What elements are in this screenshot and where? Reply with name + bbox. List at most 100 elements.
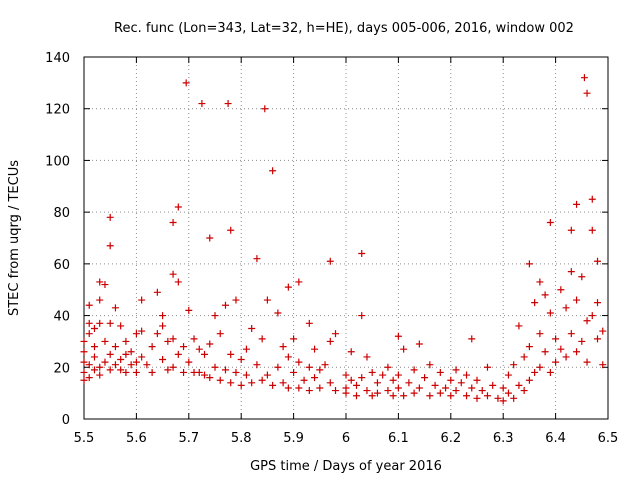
data-point bbox=[138, 327, 146, 335]
data-point bbox=[127, 361, 135, 369]
data-point bbox=[400, 345, 408, 353]
data-point bbox=[132, 330, 140, 338]
data-point bbox=[90, 366, 98, 374]
x-tick-label: 6.4 bbox=[545, 431, 566, 446]
data-point bbox=[583, 89, 591, 97]
data-point bbox=[478, 387, 486, 395]
y-tick-label: 0 bbox=[62, 413, 70, 428]
data-point bbox=[368, 392, 376, 400]
data-point bbox=[588, 226, 596, 234]
data-point bbox=[583, 317, 591, 325]
data-point bbox=[599, 327, 607, 335]
data-point bbox=[525, 343, 533, 351]
data-point bbox=[148, 368, 156, 376]
data-point bbox=[389, 392, 397, 400]
data-point bbox=[468, 384, 476, 392]
data-point bbox=[138, 353, 146, 361]
data-point bbox=[504, 389, 512, 397]
data-point bbox=[311, 374, 319, 382]
x-tick-label: 6.3 bbox=[493, 431, 514, 446]
data-point bbox=[494, 394, 502, 402]
data-point bbox=[106, 213, 114, 221]
data-point bbox=[489, 381, 497, 389]
data-point bbox=[473, 394, 481, 402]
data-point bbox=[525, 376, 533, 384]
data-point bbox=[295, 358, 303, 366]
data-point bbox=[290, 368, 298, 376]
data-point bbox=[101, 358, 109, 366]
data-point bbox=[463, 371, 471, 379]
data-point bbox=[90, 353, 98, 361]
data-point bbox=[198, 100, 206, 108]
data-point bbox=[117, 356, 125, 364]
data-point bbox=[410, 389, 418, 397]
data-point bbox=[321, 361, 329, 369]
data-point bbox=[80, 358, 88, 366]
data-point bbox=[394, 371, 402, 379]
data-point bbox=[206, 374, 214, 382]
data-point bbox=[358, 312, 366, 320]
x-tick-labels: 5.5 5.6 5.7 5.8 5.9 6 6.1 6.2 6.3 6.4 6.5 bbox=[74, 431, 619, 446]
data-point bbox=[541, 291, 549, 299]
data-point bbox=[279, 379, 287, 387]
data-point bbox=[326, 257, 334, 265]
data-point bbox=[520, 353, 528, 361]
data-point bbox=[557, 286, 565, 294]
data-point bbox=[510, 361, 518, 369]
data-point bbox=[227, 350, 235, 358]
data-point bbox=[525, 260, 533, 268]
data-point bbox=[269, 167, 277, 175]
data-point bbox=[216, 376, 224, 384]
data-point bbox=[284, 283, 292, 291]
data-point bbox=[536, 330, 544, 338]
x-tick-label: 6 bbox=[342, 431, 350, 446]
data-point bbox=[599, 361, 607, 369]
data-point bbox=[201, 350, 209, 358]
data-point bbox=[499, 384, 507, 392]
data-point bbox=[431, 381, 439, 389]
data-point bbox=[588, 195, 596, 203]
data-point bbox=[253, 361, 261, 369]
data-point bbox=[111, 304, 119, 312]
data-point bbox=[174, 203, 182, 211]
data-point bbox=[541, 348, 549, 356]
data-point bbox=[258, 376, 266, 384]
data-point bbox=[159, 356, 167, 364]
data-point bbox=[263, 371, 271, 379]
data-point bbox=[594, 257, 602, 265]
data-point bbox=[389, 376, 397, 384]
data-point bbox=[224, 100, 232, 108]
data-point bbox=[164, 337, 172, 345]
x-tick-label: 5.8 bbox=[231, 431, 252, 446]
data-point bbox=[96, 319, 104, 327]
data-point bbox=[405, 379, 413, 387]
grid-lines bbox=[84, 57, 608, 419]
data-point bbox=[96, 296, 104, 304]
data-point bbox=[85, 361, 93, 369]
x-tick-label: 6.1 bbox=[388, 431, 409, 446]
data-point bbox=[153, 330, 161, 338]
data-point bbox=[274, 309, 282, 317]
data-point bbox=[394, 332, 402, 340]
data-point bbox=[567, 226, 575, 234]
data-point bbox=[515, 322, 523, 330]
data-point bbox=[410, 366, 418, 374]
data-point bbox=[300, 376, 308, 384]
data-point bbox=[305, 363, 313, 371]
data-point bbox=[96, 278, 104, 286]
data-point bbox=[174, 350, 182, 358]
data-point bbox=[185, 306, 193, 314]
data-point bbox=[384, 363, 392, 371]
data-point bbox=[379, 371, 387, 379]
y-tick-label: 120 bbox=[45, 103, 70, 118]
data-point bbox=[311, 345, 319, 353]
data-point bbox=[463, 392, 471, 400]
data-point bbox=[332, 387, 340, 395]
data-point bbox=[237, 356, 245, 364]
y-tick-label: 100 bbox=[45, 154, 70, 169]
data-point bbox=[573, 200, 581, 208]
data-point bbox=[426, 392, 434, 400]
data-point bbox=[80, 348, 88, 356]
x-tick-label: 6.2 bbox=[440, 431, 461, 446]
data-point bbox=[111, 343, 119, 351]
